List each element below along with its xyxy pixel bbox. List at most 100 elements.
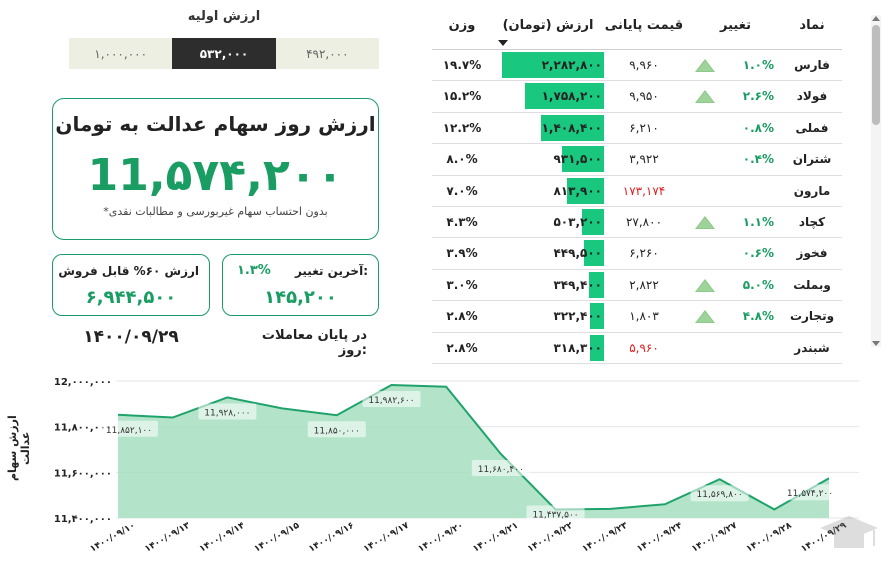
row-value: ۲,۲۸۲,۸۰۰ — [541, 58, 602, 72]
row-weight: ۸.۰% — [446, 152, 478, 167]
table-row[interactable]: فولاد ۲.۶% ۹,۹۵۰ ۱,۷۵۸,۲۰۰ ۱۵.۲% — [432, 81, 842, 113]
data-label: 11,۹۸۲,۶۰۰ — [368, 396, 414, 406]
data-label-bg — [362, 390, 421, 407]
row-value-cell: ۳۲۲,۴۰۰ — [492, 301, 604, 331]
x-tick-label: ۱۴۰۰/۰۹/۱۷ — [362, 520, 411, 554]
daily-value-card: ارزش روز سهام عدالت به تومان 11,۵۷۴,۲۰۰ … — [52, 98, 379, 240]
scroll-down-icon[interactable] — [872, 341, 880, 346]
row-weight: ۳.۹% — [446, 246, 478, 261]
x-tick-label: ۱۴۰۰/۰۹/۲۳ — [581, 520, 630, 554]
row-value-bar — [562, 146, 604, 173]
row-change-value: ۰.۴% — [742, 152, 774, 167]
row-symbol[interactable]: فخوز — [796, 246, 828, 261]
data-label: 11,۴۳۷,۵۰۰ — [532, 510, 578, 520]
initial-value-option-1000000[interactable]: ۱,۰۰۰,۰۰۰ — [69, 38, 173, 69]
table-row[interactable]: کچاد ۱.۱% ۲۷,۸۰۰ ۵۰۳,۲۰۰ ۴.۳% — [432, 207, 842, 239]
sellable-value-amount: ۶,۹۴۴,۵۰۰ — [85, 287, 177, 308]
row-value: ۳۱۸,۳۰۰ — [553, 340, 602, 355]
row-weight: ۱۹.۷% — [442, 58, 482, 72]
row-change-value: ۰.۸% — [742, 120, 774, 135]
table-row[interactable]: فخوز ۰.۶% ۶,۲۶۰ ۴۴۹,۵۰۰ ۳.۹% — [432, 238, 842, 270]
initial-value-selector: ۱,۰۰۰,۰۰۰ ۵۳۲,۰۰۰ ۴۹۲,۰۰۰ — [69, 38, 379, 69]
x-tick-label: ۱۴۰۰/۰۹/۲۴ — [635, 520, 684, 554]
table-row[interactable]: وتجارت ۴.۸% ۱,۸۰۳ ۳۲۲,۴۰۰ ۲.۸% — [432, 301, 842, 333]
row-value-bar — [502, 52, 604, 78]
up-triangle-icon — [695, 278, 715, 292]
row-symbol[interactable]: فملی — [795, 120, 829, 135]
row-value-bar — [590, 303, 604, 330]
row-change-value: ۵.۰% — [742, 277, 774, 292]
row-final-price: ۳,۹۲۲ — [629, 152, 659, 167]
row-change-value: ۲.۶% — [742, 89, 774, 104]
table-row[interactable]: شبندر ۵,۹۶۰ ۳۱۸,۳۰۰ ۲.۸% — [432, 333, 842, 364]
initial-value-option-532000[interactable]: ۵۳۲,۰۰۰ — [172, 38, 276, 69]
last-change-card: آخرین تغییر: ۱.۳% ۱۴۵,۲۰۰ — [222, 254, 379, 316]
daily-value-amount: 11,۵۷۴,۲۰۰ — [87, 150, 344, 201]
row-symbol[interactable]: وبملت — [793, 277, 831, 292]
row-change: ۲.۶% — [689, 81, 782, 111]
row-change-value: ۱.۰% — [742, 58, 774, 72]
row-change — [689, 333, 782, 363]
data-label-bg — [198, 403, 257, 420]
y-tick-label: 12,۰۰۰,۰۰۰ — [54, 377, 112, 388]
row-value-cell: ۳۴۹,۴۰۰ — [492, 270, 604, 300]
row-value: ۸۱۳,۹۰۰ — [553, 183, 602, 198]
table-row[interactable]: فارس ۱.۰% ۹,۹۶۰ ۲,۲۸۲,۸۰۰ ۱۹.۷% — [432, 50, 842, 82]
up-triangle-icon — [695, 310, 715, 324]
up-triangle-icon — [695, 90, 715, 104]
row-final-price: ۱۷۳,۱۷۴ — [622, 183, 666, 198]
row-change: ۰.۶% — [689, 238, 782, 268]
table-row[interactable]: مارون ۱۷۳,۱۷۴ ۸۱۳,۹۰۰ ۷.۰% — [432, 176, 842, 207]
row-value-cell: ۵۰۳,۲۰۰ — [492, 207, 604, 237]
row-symbol[interactable]: شتران — [792, 152, 832, 167]
row-weight: ۱۲.۲% — [442, 120, 482, 135]
x-tick-label: ۱۴۰۰/۰۹/۱۰ — [89, 521, 138, 555]
row-change: ۱.۰% — [689, 50, 782, 80]
table-header: نماد تغییر قیمت پایانی ارزش (تومان) وزن — [432, 10, 842, 50]
data-label: 11,۶۸۰,۴۰۰ — [478, 465, 524, 475]
table-row[interactable]: فملی ۰.۸% ۶,۲۱۰ ۱,۴۰۸,۴۰۰ ۱۲.۲% — [432, 113, 842, 145]
x-tick-label: ۱۴۰۰/۰۹/۱۵ — [253, 520, 302, 554]
row-value: ۱,۷۵۸,۲۰۰ — [541, 89, 602, 104]
header-value[interactable]: ارزش (تومان) — [502, 18, 594, 33]
row-symbol[interactable]: فولاد — [796, 89, 828, 104]
scroll-up-icon[interactable] — [872, 16, 880, 21]
table-body: فارس ۱.۰% ۹,۹۶۰ ۲,۲۸۲,۸۰۰ ۱۹.۷% فولاد ۲.۶% ۹,۹۵… — [432, 50, 842, 364]
table-row[interactable]: شتران ۰.۴% ۳,۹۲۲ ۹۳۱,۵۰۰ ۸.۰% — [432, 144, 842, 176]
data-label: 11,۹۲۸,۰۰۰ — [204, 408, 250, 418]
table-row[interactable]: وبملت ۵.۰% ۲,۸۲۲ ۳۴۹,۴۰۰ ۳.۰% — [432, 270, 842, 302]
table-scrollbar[interactable] — [871, 15, 881, 347]
row-change: ۵.۰% — [689, 270, 782, 300]
row-value-cell: ۱,۴۰۸,۴۰۰ — [492, 113, 604, 143]
row-change-value: ۱.۱% — [742, 214, 774, 229]
row-symbol[interactable]: شبندر — [794, 340, 830, 355]
header-symbol[interactable]: نماد — [799, 18, 825, 33]
row-value: ۳۲۲,۴۰۰ — [553, 309, 602, 324]
series-line — [117, 383, 830, 511]
header-weight[interactable]: وزن — [448, 18, 476, 33]
row-final-price: ۶,۲۶۰ — [629, 246, 659, 261]
row-final-price: ۹,۹۶۰ — [629, 58, 659, 72]
trading-day-date: ۱۴۰۰/۰۹/۲۹ — [83, 327, 179, 347]
value-history-chart: 11,۴۰۰,۰۰۰ 11,۶۰۰,۰۰۰ 11,۸۰۰,۰۰۰ 12,۰۰۰,۰۰۰… — [0, 365, 890, 566]
last-change-amount: ۱۴۵,۲۰۰ — [264, 287, 337, 308]
row-change: ۱.۱% — [689, 207, 782, 237]
initial-value-option-492000[interactable]: ۴۹۲,۰۰۰ — [275, 38, 379, 69]
data-label: 11,۸۵۰,۰۰۰ — [314, 426, 360, 436]
portfolio-table: نماد تغییر قیمت پایانی ارزش (تومان) وزن … — [432, 10, 842, 364]
row-final-price: ۱,۸۰۳ — [629, 309, 659, 324]
row-symbol[interactable]: مارون — [793, 183, 831, 198]
sort-down-icon[interactable] — [498, 40, 508, 46]
header-final-price[interactable]: قیمت پایانی — [604, 18, 684, 33]
row-symbol[interactable]: فارس — [794, 58, 830, 72]
row-value-bar — [589, 271, 604, 298]
header-change[interactable]: تغییر — [720, 18, 751, 33]
row-value: ۳۴۹,۴۰۰ — [553, 277, 602, 292]
row-symbol[interactable]: کچاد — [798, 214, 826, 229]
last-change-percent: ۱.۳% — [237, 263, 271, 278]
up-triangle-icon — [695, 59, 715, 72]
row-final-price: ۶,۲۱۰ — [629, 120, 659, 135]
scrollbar-thumb[interactable] — [872, 25, 880, 125]
x-tick-label: ۱۴۰۰/۰۹/۲۲ — [526, 520, 575, 554]
row-symbol[interactable]: وتجارت — [789, 309, 835, 324]
